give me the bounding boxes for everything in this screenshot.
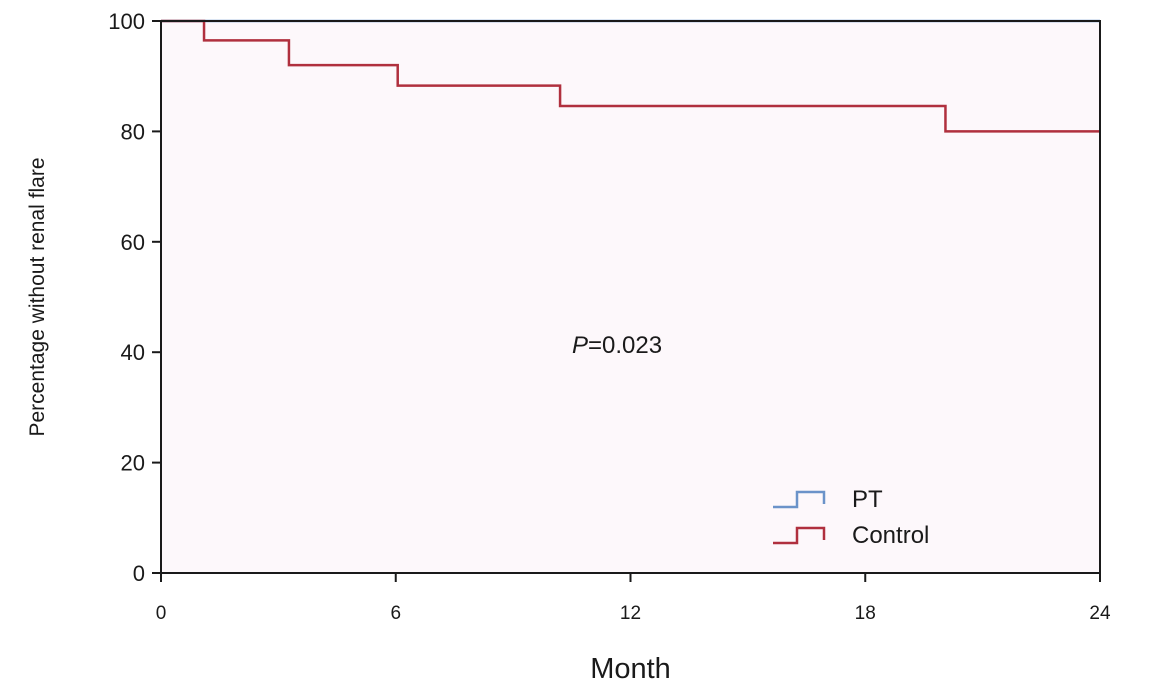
p-value-symbol: P: [572, 332, 588, 359]
x-tick-label: 6: [390, 603, 401, 624]
p-value-annotation: P=0.023: [572, 332, 662, 359]
y-axis-title: Percentage without renal flare: [26, 158, 49, 437]
legend-swatch-control: [773, 526, 826, 545]
y-tick-label: 40: [121, 340, 145, 365]
x-tick-label: 24: [1089, 603, 1111, 624]
x-tick-label: 12: [620, 603, 641, 624]
legend: PT Control: [773, 486, 929, 549]
p-value-text: =0.023: [588, 332, 662, 359]
legend-label: Control: [852, 522, 929, 549]
series-line-control: [161, 19, 1100, 133]
plot-area: [161, 21, 1100, 573]
y-tick-label: 0: [133, 561, 145, 586]
y-axis: 0 20 40 60 80 100: [108, 9, 161, 586]
x-axis: 0 6 12 18 24: [156, 573, 1111, 624]
x-axis-title: Month: [590, 653, 671, 685]
y-tick-label: 20: [121, 451, 145, 476]
y-tick-label: 100: [108, 9, 145, 34]
y-tick-label: 60: [121, 230, 145, 255]
x-tick-label: 0: [156, 603, 167, 624]
legend-swatch-pt: [773, 490, 826, 509]
legend-label: PT: [852, 486, 883, 513]
x-tick-label: 18: [855, 603, 876, 624]
y-tick-label: 80: [121, 119, 145, 144]
